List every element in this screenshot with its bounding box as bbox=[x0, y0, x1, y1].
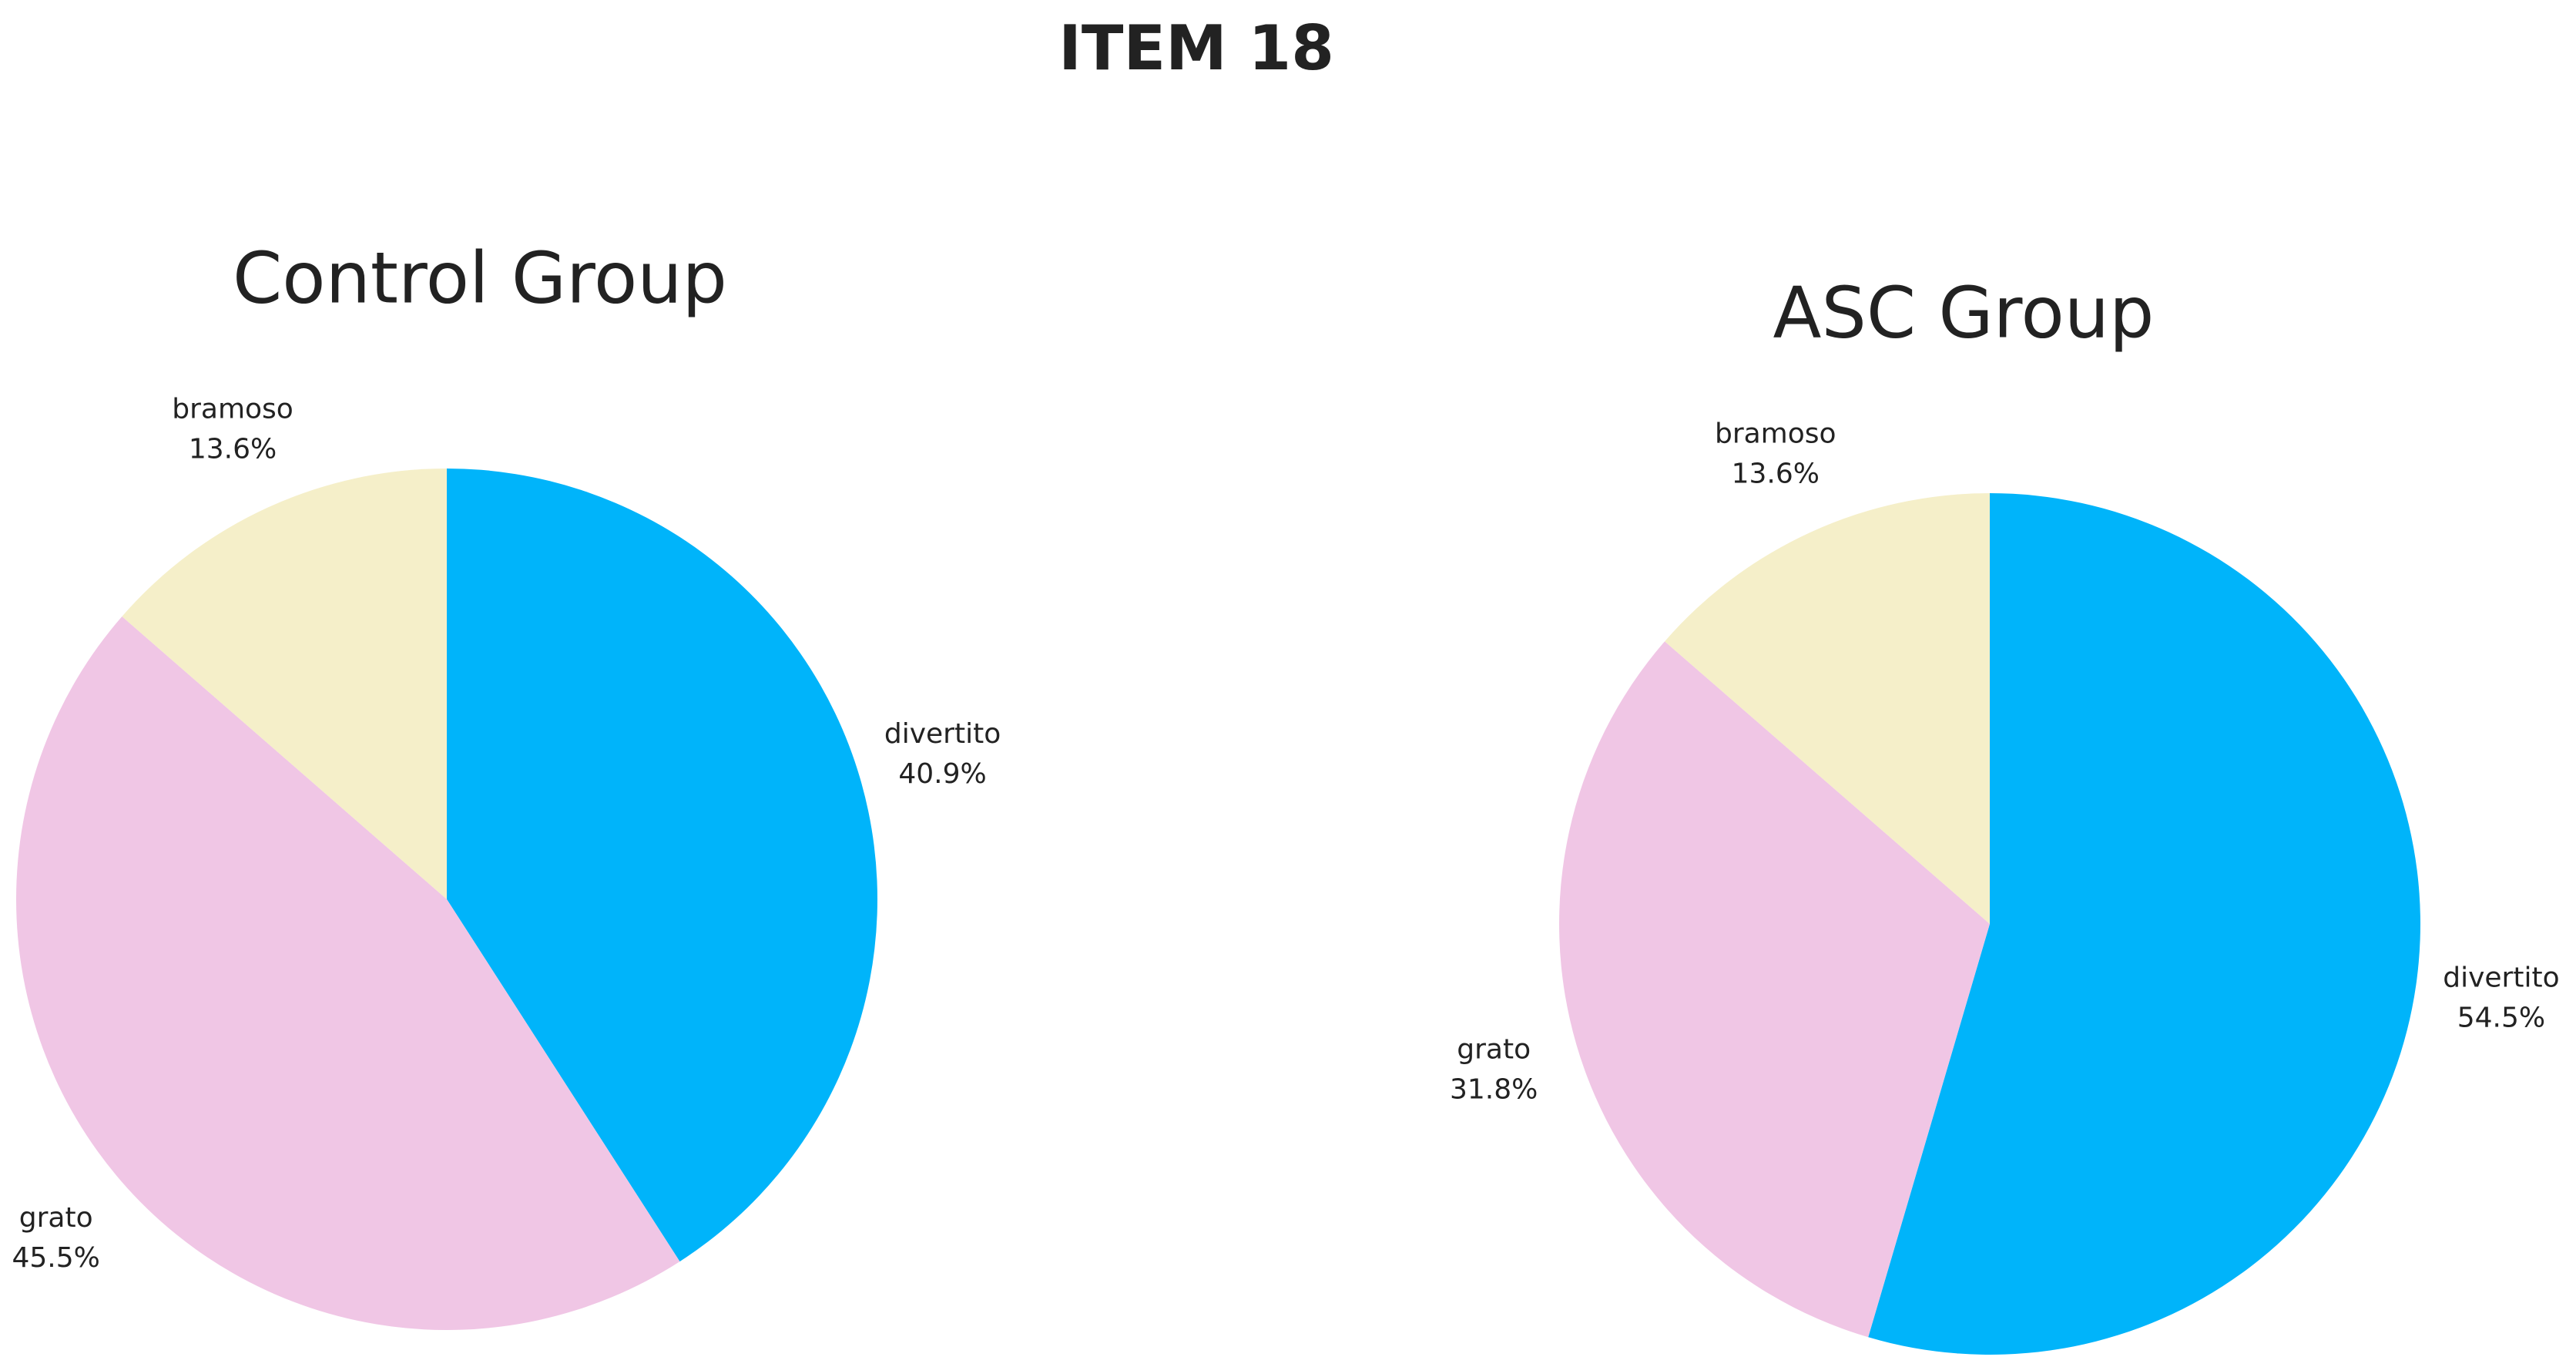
slice-value-label: 45.5% bbox=[12, 1242, 99, 1274]
slice-label: grato bbox=[1457, 1033, 1531, 1065]
slice-label: divertito bbox=[2443, 962, 2559, 994]
slice-value-label: 31.8% bbox=[1450, 1073, 1538, 1105]
pie-slice bbox=[16, 616, 680, 1330]
pie-slice bbox=[1559, 641, 1990, 1338]
pie-slice bbox=[122, 469, 447, 899]
slice-value-label: 54.5% bbox=[2457, 1003, 2545, 1034]
slice-value-label: 40.9% bbox=[898, 758, 986, 790]
chart-title: Control Group bbox=[233, 237, 727, 319]
slice-value-label: 13.6% bbox=[1732, 458, 1820, 490]
pie-slice bbox=[1665, 493, 1990, 924]
chart-title: ASC Group bbox=[1773, 271, 2155, 354]
pie-slice bbox=[1868, 493, 2421, 1355]
slice-label: bramoso bbox=[1715, 418, 1836, 450]
slice-label: divertito bbox=[884, 718, 1001, 750]
page-title: ITEM 18 bbox=[1058, 12, 1334, 84]
slice-label: grato bbox=[19, 1202, 93, 1234]
pie-slice bbox=[447, 469, 877, 1262]
slice-label: bramoso bbox=[172, 394, 293, 425]
slice-value-label: 13.6% bbox=[189, 434, 277, 465]
